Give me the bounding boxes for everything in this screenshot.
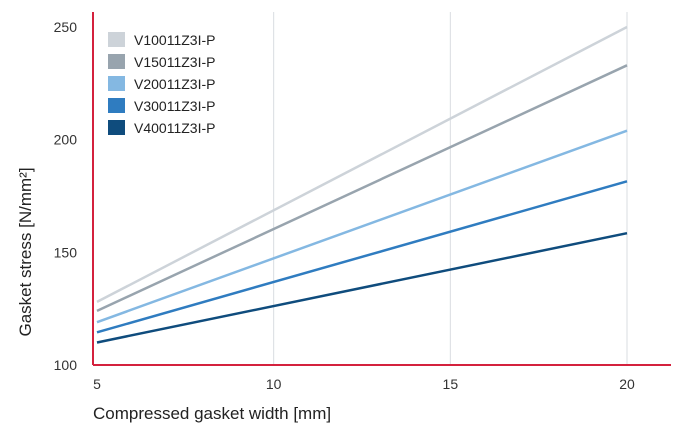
grid-lines — [273, 12, 628, 365]
x-axis-title: Compressed gasket width [mm] — [93, 404, 331, 423]
legend-label-2: V15011Z3I-P — [134, 54, 215, 70]
x-tick-label: 15 — [443, 376, 459, 392]
legend-swatch-4 — [108, 98, 125, 113]
series-line-2 — [96, 64, 628, 313]
legend-swatch-5 — [108, 120, 125, 135]
y-axis-ticks: 100 150 200 250 — [54, 19, 78, 373]
y-axis-title: Gasket stress [N/mm²] — [16, 167, 35, 336]
x-tick-label: 10 — [266, 376, 282, 392]
legend: V10011Z3I-P V15011Z3I-P V20011Z3I-P V30011Z… — [108, 32, 215, 136]
series-line-1 — [96, 25, 628, 304]
y-tick-label: 250 — [54, 19, 78, 35]
legend-swatch-3 — [108, 76, 125, 91]
y-tick-label: 200 — [54, 132, 78, 148]
legend-swatch-2 — [108, 54, 125, 69]
legend-label-5: V40011Z3I-P — [134, 120, 215, 136]
axes — [92, 12, 671, 366]
legend-label-4: V30011Z3I-P — [134, 98, 215, 114]
y-tick-label: 150 — [54, 244, 78, 260]
series-line-4 — [96, 180, 628, 334]
x-tick-label: 5 — [93, 376, 101, 392]
series-line-5 — [96, 231, 628, 344]
series-line-3 — [96, 129, 628, 324]
series-lines — [96, 25, 628, 344]
legend-label-1: V10011Z3I-P — [134, 32, 215, 48]
legend-label-3: V20011Z3I-P — [134, 76, 215, 92]
x-axis-ticks: 5 10 15 20 — [93, 376, 635, 392]
x-tick-label: 20 — [619, 376, 635, 392]
y-tick-label: 100 — [54, 357, 78, 373]
legend-swatch-1 — [108, 32, 125, 47]
